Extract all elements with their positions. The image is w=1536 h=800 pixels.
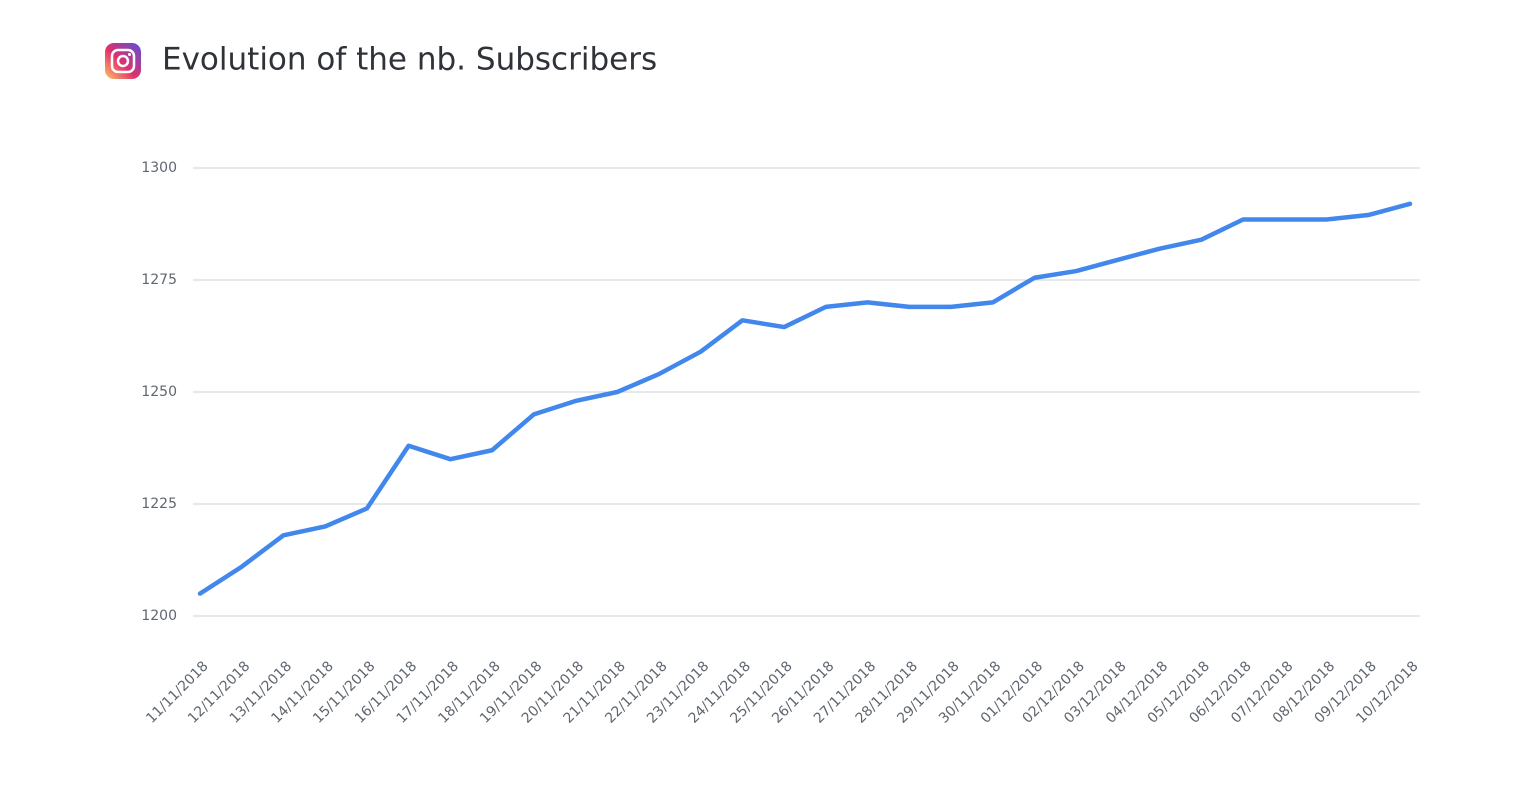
y-tick-label: 1225 <box>141 496 177 512</box>
y-tick-label: 1200 <box>141 608 177 624</box>
line <box>197 201 1413 596</box>
chart-title: Evolution of the nb. Subscribers <box>162 42 657 78</box>
y-tick-label: 1300 <box>141 160 177 176</box>
y-tick-label: 1250 <box>141 384 177 400</box>
y-tick-label: 1275 <box>141 272 177 288</box>
instagram-icon <box>105 43 141 79</box>
